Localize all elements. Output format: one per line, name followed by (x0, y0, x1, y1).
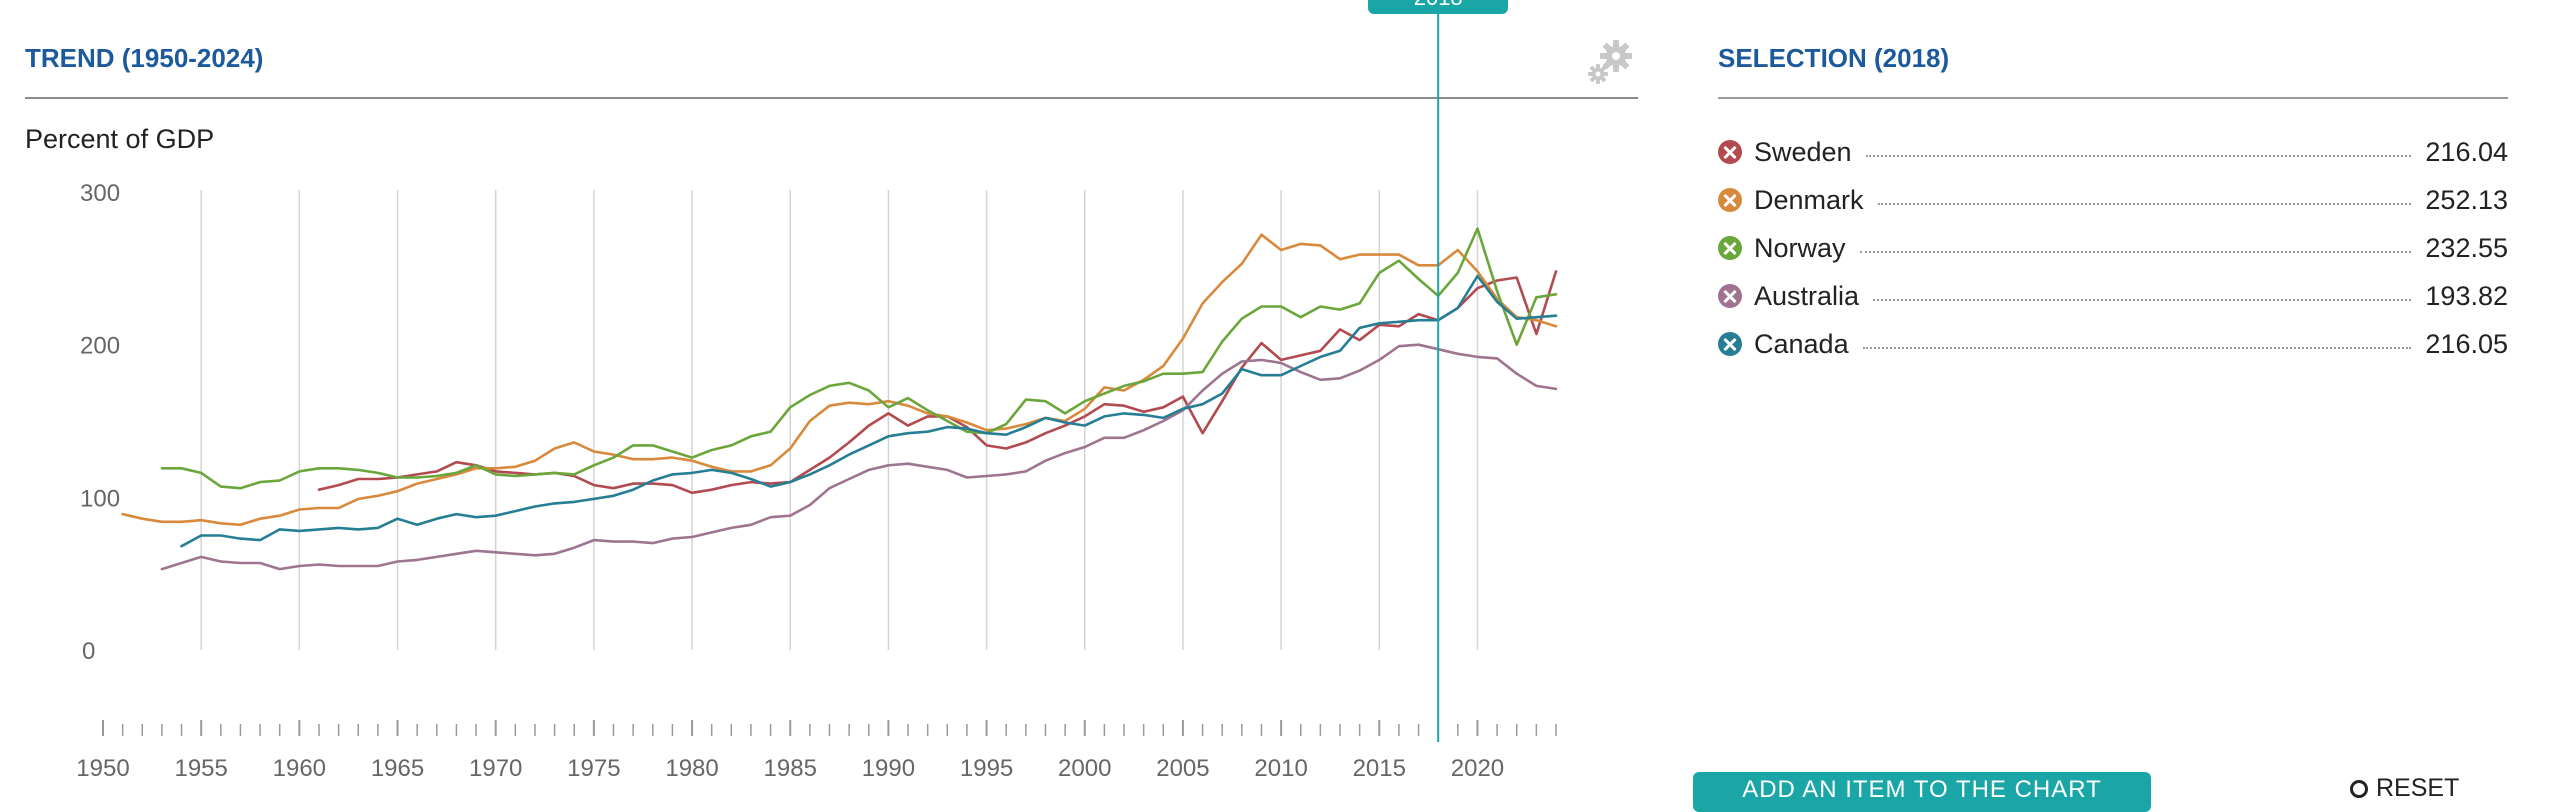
dotted-leader (1862, 347, 2412, 349)
series-line-canada (180, 274, 1558, 548)
x-tick-label: 1955 (174, 755, 227, 782)
close-icon[interactable] (1718, 140, 1742, 164)
chart-title: TREND (1950-2024) (25, 43, 264, 73)
selection-item-value: 193.82 (2425, 280, 2508, 311)
selection-item-value: 252.13 (2425, 184, 2508, 215)
selection-item-norway: Norway 232.55 (1718, 224, 2508, 272)
selection-item-name: Norway (1754, 232, 1846, 263)
selection-item-canada: Canada 216.05 (1718, 320, 2508, 368)
dotted-leader (1865, 155, 2412, 157)
x-tick-label: 2000 (1058, 755, 1111, 782)
series-line-australia (160, 343, 1558, 571)
x-tick-label: 2020 (1451, 755, 1504, 782)
selection-title: SELECTION (2018) (1718, 43, 1950, 73)
series-line-norway (160, 227, 1558, 490)
selection-item-denmark: Denmark 252.13 (1718, 176, 2508, 224)
close-icon[interactable] (1718, 188, 1742, 212)
x-tick-label: 1995 (960, 755, 1013, 782)
gear-icon[interactable] (1582, 36, 1634, 88)
selected-year-marker[interactable]: 2018 (1368, 0, 1509, 14)
x-tick-label: 2005 (1156, 755, 1209, 782)
close-icon[interactable] (1718, 284, 1742, 308)
x-tick-label: 2015 (1353, 755, 1406, 782)
y-tick-label: 0 (82, 638, 95, 665)
selection-item-value: 232.55 (2425, 232, 2508, 263)
x-tick-label: 1985 (764, 755, 817, 782)
selection-item-value: 216.04 (2425, 136, 2508, 167)
x-tick-label: 1950 (76, 755, 129, 782)
x-tick-label: 2010 (1254, 755, 1307, 782)
series-line-sweden (317, 270, 1558, 495)
x-tick-label: 1975 (567, 755, 620, 782)
selection-item-name: Denmark (1754, 184, 1864, 215)
close-icon[interactable] (1718, 236, 1742, 260)
dotted-leader (1877, 203, 2412, 205)
close-icon[interactable] (1718, 332, 1742, 356)
selection-item-australia: Australia 193.82 (1718, 272, 2508, 320)
chart-title-divider (25, 97, 1638, 99)
add-item-button[interactable]: ADD AN ITEM TO THE CHART (1693, 772, 2151, 812)
series-line-denmark (121, 233, 1558, 527)
x-tick-label: 1960 (273, 755, 326, 782)
selection-title-divider (1718, 97, 2508, 99)
x-tick-label: 1990 (862, 755, 915, 782)
x-axis: 1950 1955 1960 1965 1970 1975 1980 1985 1990 1995… (76, 720, 1557, 782)
grid-lines (200, 190, 1479, 650)
x-tick-label: 1980 (665, 755, 718, 782)
y-tick-label: 300 (80, 180, 120, 207)
dotted-leader (1859, 251, 2412, 253)
y-tick-label: 200 (80, 333, 120, 360)
selection-item-name: Canada (1754, 328, 1849, 359)
y-axis-unit-label: Percent of GDP (25, 124, 215, 154)
y-tick-label: 100 (80, 485, 120, 512)
selection-item-name: Sweden (1754, 136, 1852, 167)
selection-item-sweden: Sweden 216.04 (1718, 128, 2508, 176)
y-axis-ticks: 0 100 200 300 (80, 180, 120, 665)
series-lines (121, 227, 1558, 571)
x-tick-label: 1965 (371, 755, 424, 782)
selection-item-name: Australia (1754, 280, 1860, 311)
x-tick-label: 1970 (469, 755, 522, 782)
selection-item-value: 216.05 (2425, 328, 2508, 359)
selection-list: Sweden 216.04 Denmark 252.13 Norway 232.… (1718, 128, 2508, 368)
dotted-leader (1873, 299, 2412, 301)
